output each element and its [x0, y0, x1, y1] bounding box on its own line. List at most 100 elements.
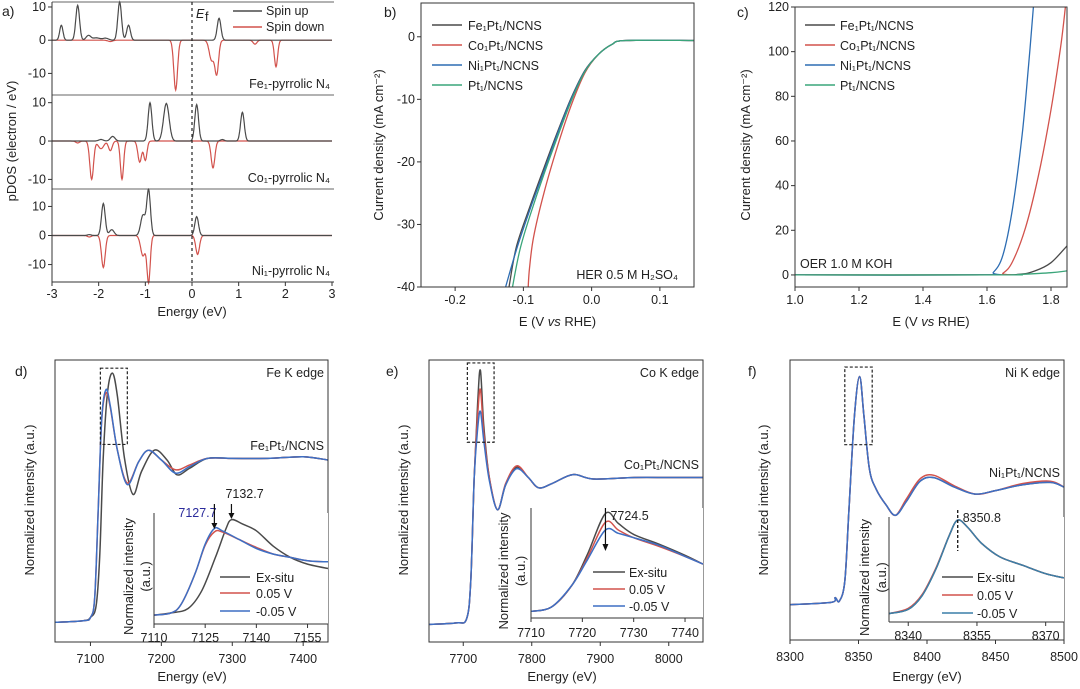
- b-x-tick-label: -0.1: [513, 293, 535, 307]
- y-tick-label: -10: [397, 92, 415, 106]
- subplot-label: Ni₁-pyrrolic N₄: [252, 264, 330, 278]
- y-tick-label: 10: [32, 96, 46, 110]
- legend-label: Ex-situ: [256, 571, 294, 585]
- series-line-1: [508, 39, 695, 288]
- y-tick-label: 10: [32, 199, 46, 213]
- a-x-tick-label: 2: [282, 287, 289, 301]
- c-x-tick-label: 1.0: [786, 293, 803, 307]
- f-x-tick-label: 8500: [1050, 650, 1078, 664]
- a-x-tick-label: 0: [189, 287, 196, 301]
- y-axis-title: Current density (mA cm⁻²): [738, 69, 753, 220]
- series-line-4: [511, 39, 695, 288]
- y-tick-label: 100: [768, 45, 789, 59]
- legend-label: 0.05 V: [977, 589, 1014, 603]
- legend-label: Ni₁Pt₁/NCNS: [468, 59, 539, 73]
- y-axis-title: pDOS (electron / eV): [4, 81, 19, 202]
- x-axis-title: E (V vs RHE): [892, 314, 969, 329]
- inset-x-tick-label: 7155: [294, 631, 322, 645]
- inset-y-axis-title: Normalized intensity: [121, 517, 136, 635]
- legend-label: Fe₁Pt₁/NCNS: [840, 19, 914, 33]
- c-x-tick-label: 1.4: [914, 293, 931, 307]
- inset-y-axis-unit: (a.u.): [138, 561, 153, 591]
- inset-y-axis-unit: (a.u.): [874, 562, 889, 592]
- condition-annotation: HER 0.5 M H₂SO₄: [576, 268, 678, 282]
- zoom-region-box: [99, 367, 128, 446]
- legend-label: Spin up: [266, 4, 308, 18]
- x-axis-title: Energy (eV): [527, 669, 596, 684]
- legend-label: Co₁Pt₁/NCNS: [840, 39, 915, 53]
- x-axis-title: Energy (eV): [157, 304, 226, 319]
- inset-y-axis-title: Normalized intensity: [857, 518, 872, 636]
- d-x-tick-label: 7200: [147, 652, 175, 666]
- inset-line-005V: [530, 527, 704, 613]
- legend-label: 0.05 V: [629, 583, 666, 597]
- y-tick-label: 60: [775, 134, 789, 148]
- sample-label: Co₁Pt₁/NCNS: [624, 458, 699, 472]
- inset-y-axis-unit: (a.u.): [513, 556, 528, 586]
- c-x-tick-label: 1.6: [978, 293, 995, 307]
- inset-x-tick-label: 8340: [894, 629, 922, 643]
- xanes-line-005V: [428, 410, 703, 626]
- y-tick-label: -40: [397, 280, 415, 294]
- edge-label: Co K edge: [640, 366, 699, 380]
- legend-label: Ex-situ: [977, 571, 1015, 585]
- condition-annotation: OER 1.0 M KOH: [800, 257, 892, 271]
- y-tick-label: -20: [397, 155, 415, 169]
- x-axis-title: Energy (eV): [157, 669, 226, 684]
- x-axis-title-part: RHE): [561, 314, 596, 329]
- legend-label: Fe₁Pt₁/NCNS: [468, 19, 542, 33]
- spin-up-line: [52, 187, 332, 237]
- zoom-region-box: [844, 366, 873, 446]
- inset-x-tick-label: 7740: [671, 626, 699, 640]
- xanes-line-005V: [789, 375, 1065, 606]
- legend-label: -0.05 V: [256, 605, 297, 619]
- series-line-2: [794, 6, 1067, 276]
- x-axis-title-part: E (V: [892, 314, 921, 329]
- d-x-tick-label: 7100: [77, 652, 105, 666]
- legend-label: Co₁Pt₁/NCNS: [468, 39, 543, 53]
- y-tick-label: 0: [39, 229, 46, 243]
- panel-label-c: c): [737, 4, 749, 20]
- y-tick-label: 0: [39, 33, 46, 47]
- y-axis-title: Normalized intensity (a.u.): [756, 425, 771, 576]
- inset-x-tick-label: 8355: [963, 629, 991, 643]
- y-tick-label: -10: [28, 66, 46, 80]
- panel-label-f: f): [748, 363, 757, 379]
- plot-frame: [54, 359, 329, 643]
- e-x-tick-label: 7800: [518, 652, 546, 666]
- plot-frame: [428, 359, 704, 643]
- a-x-tick-label: -1: [140, 287, 151, 301]
- peak-energy-label: 7127.7: [178, 506, 216, 520]
- peak-energy-label: 7132.7: [225, 487, 263, 501]
- e-x-tick-label: 7900: [586, 652, 614, 666]
- c-x-tick-label: 1.8: [1042, 293, 1059, 307]
- zoom-region-box: [466, 362, 495, 443]
- y-axis-title: Normalized intensity (a.u.): [22, 425, 37, 576]
- b-x-tick-label: -0.2: [444, 293, 466, 307]
- y-tick-label: 0: [782, 268, 789, 282]
- inset-background: [154, 513, 328, 624]
- a-x-tick-label: -3: [46, 287, 57, 301]
- sample-label: Ni₁Pt₁/NCNS: [989, 466, 1060, 480]
- f-x-tick-label: 8300: [776, 650, 804, 664]
- x-axis-title-part: RHE): [934, 314, 969, 329]
- edge-label: Ni K edge: [1005, 366, 1060, 380]
- inset-background: [531, 508, 703, 618]
- inset-x-tick-label: 7140: [242, 631, 270, 645]
- b-x-tick-label: 0.1: [651, 293, 668, 307]
- fermi-label: E: [196, 7, 205, 21]
- legend-label: -0.05 V: [977, 607, 1018, 621]
- xanes-line-005V: [54, 388, 329, 624]
- panel-label-a: a): [2, 3, 14, 19]
- y-axis-title: Current density (mA cm⁻²): [371, 69, 386, 220]
- arrow-head-icon: [602, 544, 609, 551]
- x-axis-title-part: E (V: [519, 314, 548, 329]
- plot-frame: [794, 6, 1068, 288]
- y-tick-label: 0: [408, 30, 415, 44]
- inset-x-tick-label: 7720: [568, 626, 596, 640]
- subplot-label: Co₁-pyrrolic N₄: [248, 171, 330, 185]
- peak-energy-label: 8350.8: [963, 511, 1001, 525]
- x-axis-title: E (V vs RHE): [519, 314, 596, 329]
- e-x-tick-label: 8000: [655, 652, 683, 666]
- d-x-tick-label: 7400: [289, 652, 317, 666]
